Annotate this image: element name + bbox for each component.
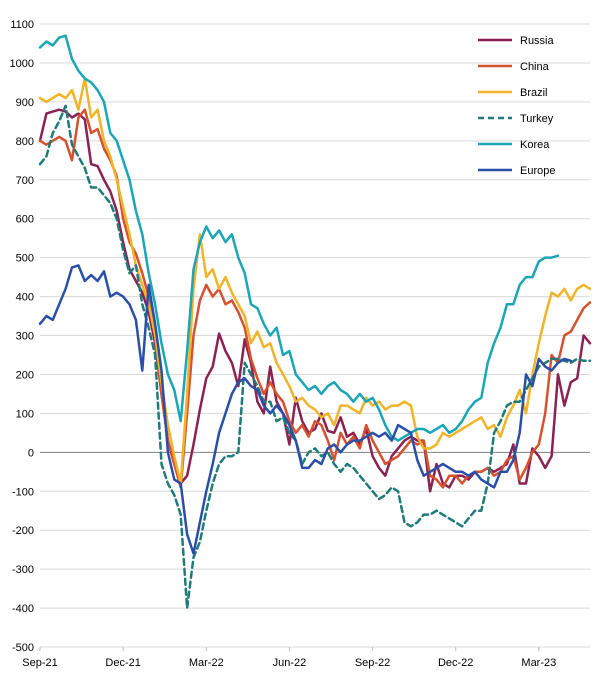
series-line-china [38,108,592,489]
y-tick-label: 1000 [10,58,34,70]
gridlines [40,23,590,648]
series-line-brazil [38,77,592,485]
legend-label: Turkey [520,113,554,125]
y-tick-label: -300 [12,564,34,576]
y-tick-label: 500 [16,253,34,265]
legend-label: Brazil [520,87,548,99]
y-tick-label: 700 [16,175,34,187]
series-line-turkey [38,104,592,610]
y-tick-label: -200 [12,525,34,537]
series-line-europe [38,264,573,555]
y-axis-ticks: -500 -400 -300 -200 -100 0 100 200 300 400 500 600 7… [10,19,34,654]
x-tick-label: Mar-22 [189,657,224,669]
x-tick-label: Dec-21 [105,657,140,669]
legend: Russia China Brazil Turkey Korea Europe [478,35,555,177]
legend-label: Europe [520,165,555,177]
y-tick-label: 800 [16,136,34,148]
y-tick-label: 600 [16,214,34,226]
y-tick-label: -100 [12,486,34,498]
series-line-russia [38,108,592,493]
y-tick-label: 900 [16,97,34,109]
legend-label: China [520,61,550,73]
y-tick-label: -500 [12,642,34,654]
y-tick-label: -400 [12,603,34,615]
x-tick-label: Dec-22 [438,657,473,669]
x-axis-ticks: Sep-21 Dec-21 Mar-22 Jun-22 Sep-22 Dec-22 Mar-… [22,647,556,669]
series-lines [38,34,592,610]
series-line-korea [38,34,560,442]
y-tick-label: 300 [16,331,34,343]
x-tick-label: Sep-22 [355,657,390,669]
legend-label: Russia [520,35,555,47]
y-tick-label: 200 [16,369,34,381]
x-tick-label: Jun-22 [273,657,307,669]
x-tick-label: Sep-21 [22,657,57,669]
legend-label: Korea [520,139,550,151]
y-tick-label: 0 [28,447,34,459]
x-tick-label: Mar-23 [521,657,556,669]
y-tick-label: 100 [16,408,34,420]
y-tick-label: 1100 [10,19,34,31]
y-tick-label: 400 [16,292,34,304]
